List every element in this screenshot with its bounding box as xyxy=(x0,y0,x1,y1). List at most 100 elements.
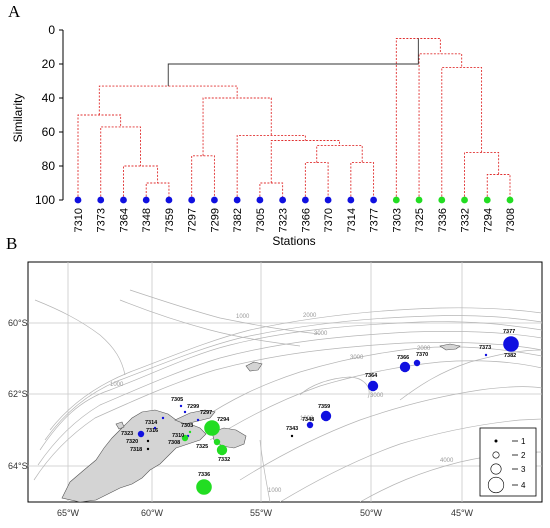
map-station-marker xyxy=(320,410,332,422)
station-leaf-label: 7310 xyxy=(73,208,85,232)
dendrogram-branch xyxy=(316,145,363,163)
map-station-label: 7314 xyxy=(145,420,158,426)
station-leaf-dot xyxy=(347,196,355,204)
station-leaf-labels: 7310 7373 7364 7348 7359 7297 7299 7382 7305 7323… xyxy=(73,208,517,232)
islet xyxy=(115,421,125,430)
map-station-marker xyxy=(179,404,183,408)
map-station-label: 7343 xyxy=(286,426,298,432)
antarctic-peninsula xyxy=(61,409,207,502)
map-station-marker xyxy=(146,447,150,451)
map-station-marker xyxy=(204,420,220,436)
contour-label: 3000 xyxy=(350,355,364,361)
contour-labels: 1000 2000 3000 3000 2000 3000 4000 1000 … xyxy=(110,313,454,494)
station-leaf-label: 7303 xyxy=(391,208,403,232)
station-leaf-dot xyxy=(324,196,332,204)
dendrogram-branches xyxy=(77,38,511,200)
map-station-label: 7348 xyxy=(302,417,314,423)
station-leaf-label: 7299 xyxy=(209,208,221,232)
map-station-marker xyxy=(137,430,145,438)
south-shetland-islands xyxy=(174,409,216,425)
dendrogram-branch xyxy=(350,162,375,200)
contour-label: 4000 xyxy=(440,458,454,464)
contour-label: 1000 xyxy=(268,488,282,494)
map-station-label: 7377 xyxy=(503,329,515,335)
station-leaf-dot xyxy=(506,196,514,204)
legend-symbol xyxy=(490,463,502,475)
dendrogram-branch xyxy=(259,182,284,200)
map-station-marker xyxy=(399,361,411,373)
station-leaf-label: 7366 xyxy=(300,208,312,232)
map-station-marker xyxy=(306,421,314,429)
legend-label: 1 xyxy=(521,437,526,446)
y-tick-label: 20 xyxy=(42,57,56,71)
map-station-marker xyxy=(153,426,157,430)
lat-label-62s: 62°S xyxy=(8,389,28,399)
map-station-label: 7294 xyxy=(217,417,230,423)
panel-a-label: A xyxy=(8,2,21,21)
map-station-marker xyxy=(181,434,189,442)
map-station-marker xyxy=(290,434,294,438)
map-station-label: 7336 xyxy=(198,472,210,478)
station-leaf-dot xyxy=(483,196,491,204)
map-station-label: 7323 xyxy=(121,431,133,437)
map-station-label: 7366 xyxy=(397,355,409,361)
legend-label: 4 xyxy=(521,481,526,490)
dendrogram-branch xyxy=(464,151,500,200)
y-tick-label: 40 xyxy=(42,91,56,105)
dendrogram-branch xyxy=(418,53,463,200)
map-station-marker xyxy=(216,444,228,456)
station-leaf-dot xyxy=(233,196,241,204)
station-leaf-label: 7377 xyxy=(369,208,381,232)
dendrogram-branch xyxy=(191,155,215,200)
map-station-label: 7316 xyxy=(146,428,158,434)
x-axis-title: Stations xyxy=(272,234,315,248)
dendrogram-branch xyxy=(77,114,122,200)
y-axis-ticks: 0 20 40 60 80 100 xyxy=(35,23,63,207)
map-station-label: 7332 xyxy=(218,457,230,463)
dendrogram-branch xyxy=(486,174,511,200)
lon-label-45w: 45°W xyxy=(451,508,474,518)
size-legend: 1 2 3 4 xyxy=(479,427,537,497)
legend-symbol xyxy=(492,451,500,459)
station-leaf-label: 7332 xyxy=(460,208,472,232)
station-map: 1000 2000 3000 3000 2000 3000 4000 1000 … xyxy=(8,261,543,518)
dendrogram-branch xyxy=(441,66,483,200)
station-leaf-label: 7305 xyxy=(255,208,267,232)
lon-label-50w: 50°W xyxy=(360,508,383,518)
station-leaf-dot xyxy=(188,196,196,204)
small-island xyxy=(245,361,263,372)
map-station-marker xyxy=(196,418,200,422)
map-station-marker xyxy=(146,439,150,443)
station-leaf-label: 7314 xyxy=(346,208,358,232)
station-leaf-dot xyxy=(165,196,173,204)
station-leaf-label: 7325 xyxy=(414,208,426,232)
station-leaf-label: 7294 xyxy=(482,208,494,232)
dendrogram-branch xyxy=(167,38,419,87)
legend-label: 3 xyxy=(521,465,526,474)
map-station-label: 7320 xyxy=(126,439,138,445)
legend-symbol xyxy=(494,439,498,443)
y-tick-label: 100 xyxy=(35,193,55,207)
map-station-marker xyxy=(509,342,513,346)
map-station-label: 7318 xyxy=(130,447,142,453)
contour-label: 3000 xyxy=(314,331,328,337)
station-leaf-dot xyxy=(97,196,105,204)
station-leaf-dot xyxy=(211,196,218,204)
dendrogram-branch xyxy=(100,126,141,200)
station-leaf-dot xyxy=(256,196,264,204)
station-leaf-label: 7297 xyxy=(187,208,199,232)
map-station-marker xyxy=(367,380,379,392)
map-station-label: 7305 xyxy=(171,397,183,403)
lat-label-60s: 60°S xyxy=(8,318,28,328)
dendrogram-branch xyxy=(145,182,170,200)
station-leaf-dot xyxy=(301,196,309,204)
station-leaf-dot xyxy=(120,196,127,204)
station-leaf-label: 7370 xyxy=(323,208,335,232)
contour-label: 1000 xyxy=(300,416,314,422)
station-leaf-label: 7382 xyxy=(232,208,244,232)
station-leaf-label: 7364 xyxy=(118,208,130,232)
contour-label: 2000 xyxy=(417,346,431,352)
station-leaf-dot xyxy=(438,196,446,204)
dendrogram-branch xyxy=(270,140,340,183)
